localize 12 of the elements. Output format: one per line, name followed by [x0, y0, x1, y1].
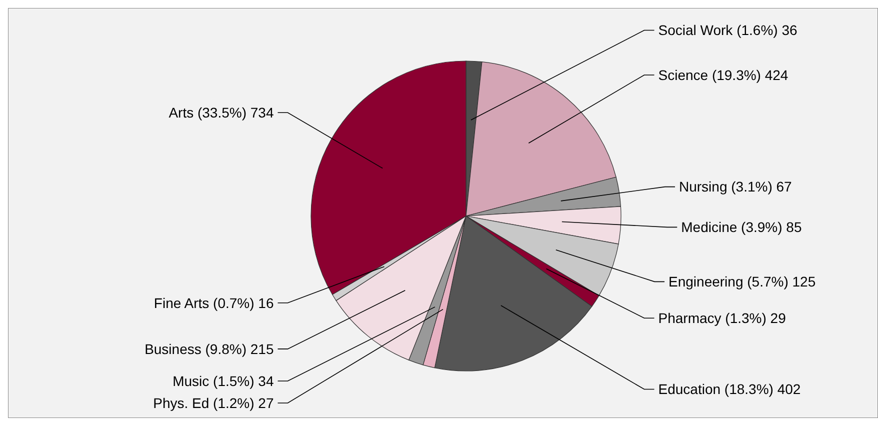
- slice-label: Arts (33.5%) 734: [168, 104, 274, 121]
- slice-label: Nursing (3.1%) 67: [679, 178, 792, 195]
- slice-label: Science (19.3%) 424: [658, 66, 788, 83]
- slice-label: Education (18.3%) 402: [658, 381, 801, 398]
- slice-label: Business (9.8%) 215: [144, 340, 274, 357]
- slice-label: Medicine (3.9%) 85: [681, 219, 802, 236]
- slice-label: Engineering (5.7%) 125: [668, 274, 816, 290]
- slice-label: Music (1.5%) 34: [172, 372, 274, 389]
- slice-label: Pharmacy (1.3%) 29: [658, 310, 786, 326]
- slice-label: Phys. Ed (1.2%) 27: [153, 394, 274, 411]
- slice-label: Social Work (1.6%) 36: [658, 22, 798, 38]
- slice-label: Fine Arts (0.7%) 16: [154, 294, 274, 311]
